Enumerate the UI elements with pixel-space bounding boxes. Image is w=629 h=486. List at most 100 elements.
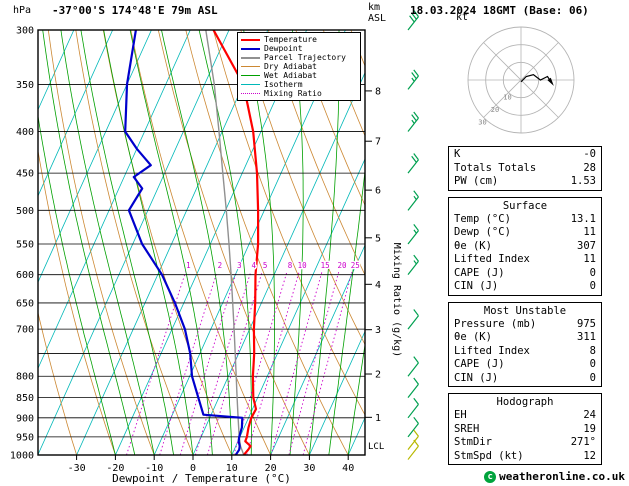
stat-value: 12: [583, 449, 596, 462]
pressure-tick-label: 700: [16, 325, 34, 336]
pressure-tick-label: 550: [16, 240, 34, 251]
dry-adiabat-line: [47, 30, 155, 455]
temp-tick-label: 0: [190, 463, 196, 474]
legend-label: Parcel Trajectory: [264, 53, 346, 62]
stat-label: CIN (J): [454, 280, 499, 292]
pressure-tick-label: 350: [16, 80, 34, 91]
wind-barb: [407, 190, 419, 211]
stat-value: 1.53: [570, 175, 596, 187]
temp-tick-label: 40: [342, 463, 354, 474]
dry-adiabat-line: [267, 30, 365, 276]
temperature-line: [212, 30, 260, 455]
wind-barb: [407, 69, 419, 90]
wind-barb: [407, 254, 419, 276]
stat-label: θe (K): [454, 331, 492, 343]
stat-row: EH 24: [449, 409, 601, 423]
mixing-ratio-value-label: 25: [351, 261, 360, 270]
hodograph-ring-label: 10: [503, 94, 511, 102]
altitude-unit-km: km: [368, 2, 381, 13]
dry-adiabat-line: [75, 30, 194, 455]
stat-value: 8: [589, 344, 596, 357]
wet-adiabat-line: [347, 342, 365, 455]
stat-label: Pressure (mb): [454, 317, 537, 330]
hodograph-ring: [502, 61, 540, 99]
isotherm-line: [38, 30, 230, 455]
stat-row: Temp (°C) 13.1: [449, 213, 601, 227]
stats-box: Surface Temp (°C) 13.1 Dewp (°C) 11 θe (K) 307…: [448, 196, 602, 296]
stat-row: PW (cm) 1.53: [449, 175, 601, 189]
stat-label: Lifted Index: [454, 344, 530, 357]
station-title: -37°00'S 174°48'E 79m ASL: [52, 4, 218, 17]
hodograph-ring: [485, 44, 557, 116]
legend-label: Wet Adiabat: [264, 71, 317, 80]
km-tick-label: 4: [375, 280, 381, 291]
stats-box-title: Most Unstable: [483, 304, 567, 317]
mixing-ratio-value-label: 2: [218, 261, 223, 270]
stat-row: Totals Totals 28: [449, 162, 601, 176]
stat-value: 19: [583, 422, 596, 435]
wind-barb: [407, 111, 419, 132]
stats-box: Hodograph EH 24 SREH 19 StmDir 271° StmSpd (kt)…: [448, 393, 602, 465]
legend-item: Wet Adiabat: [241, 71, 357, 80]
stat-label: CIN (J): [454, 371, 499, 384]
isotherm-line: [38, 30, 75, 111]
legend-label: Mixing Ratio: [264, 89, 322, 98]
pressure-tick-label: 650: [16, 298, 34, 309]
run-datetime: 18.03.2024 18GMT (Base: 06): [410, 4, 589, 17]
stat-row: StmSpd (kt) 12: [449, 450, 601, 464]
legend-swatch: [241, 56, 260, 59]
copyright-icon: c: [484, 470, 497, 483]
copyright: c weatheronline.co.uk: [484, 470, 625, 483]
stat-label: SREH: [454, 422, 480, 435]
mixing-ratio-value-label: 3: [237, 261, 242, 270]
wind-barb: [407, 224, 419, 245]
hodograph: 10 20 30 kt: [456, 12, 575, 134]
stat-value: 311: [577, 331, 596, 343]
stat-row: K -0: [449, 148, 601, 162]
km-tick-label: 7: [375, 137, 381, 148]
stat-row: SREH 19: [449, 423, 601, 437]
stat-row: Dewp (°C) 11: [449, 226, 601, 240]
pressure-tick-label: 850: [16, 393, 34, 404]
pressure-tick-label: 950: [16, 432, 34, 443]
legend-item: Isotherm: [241, 80, 357, 89]
mixing-ratio-value-label: 5: [263, 261, 268, 270]
mixing-ratio-line: [159, 271, 218, 455]
lcl-label: LCL: [368, 442, 384, 452]
stat-value: 271°: [570, 436, 596, 448]
wet-adiabat-line: [60, 30, 155, 455]
plot-border: [37, 29, 366, 456]
stat-value: -0: [583, 148, 596, 160]
stat-label: K: [454, 148, 461, 160]
stat-label: CAPE (J): [454, 358, 505, 370]
stat-row: CAPE (J) 0: [449, 267, 601, 281]
wind-barb: [407, 429, 419, 451]
legend-swatch: [241, 47, 260, 50]
stat-value: 0: [589, 280, 596, 292]
km-tick-label: 6: [375, 186, 381, 197]
stat-label: CAPE (J): [454, 266, 505, 279]
stat-label: Lifted Index: [454, 253, 530, 265]
plot-field: [38, 30, 365, 455]
wind-barb: [407, 439, 419, 460]
legend-swatch: [241, 93, 260, 94]
stats-box: Most Unstable Pressure (mb) 975 θe (K) 311 Li…: [448, 301, 602, 387]
pressure-axis-unit: hPa: [13, 5, 32, 16]
stats-box-title: Surface: [502, 199, 548, 212]
wind-barb: [407, 416, 419, 438]
pressure-tick-label: 1000: [10, 451, 34, 462]
legend-item: Mixing Ratio: [241, 89, 357, 98]
legend-label: Temperature: [264, 35, 317, 44]
wind-barb: [407, 377, 419, 399]
pressure-tick-label: 450: [16, 169, 34, 180]
hodograph-unit-label: kt: [456, 12, 468, 23]
legend-item: Dewpoint: [241, 44, 357, 53]
wind-barb: [407, 10, 419, 31]
stat-row: Lifted Index 8: [449, 345, 601, 359]
wind-barb: [407, 309, 419, 330]
hodograph-ring-label: 30: [478, 119, 486, 127]
mixing-ratio-line: [179, 271, 237, 455]
x-axis-title: Dewpoint / Temperature (°C): [112, 472, 291, 485]
legend-item: Parcel Trajectory: [241, 53, 357, 62]
isotherm-line: [231, 158, 365, 455]
